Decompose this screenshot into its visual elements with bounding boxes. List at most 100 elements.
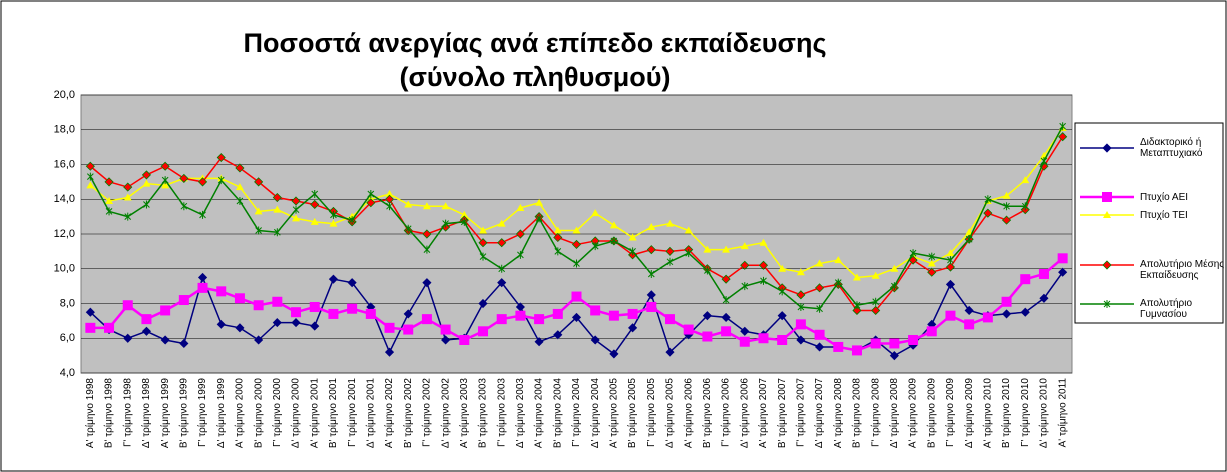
marker	[347, 278, 357, 288]
x-tick-label: Α' τρίμηνο 2011	[1056, 378, 1068, 448]
marker	[216, 286, 227, 297]
marker	[647, 269, 655, 278]
marker	[722, 296, 730, 305]
marker	[330, 210, 337, 219]
marker	[442, 219, 449, 228]
marker	[347, 303, 358, 314]
marker	[311, 190, 319, 199]
x-tick-label: Β' τρίμηνο 2008	[851, 378, 863, 449]
marker	[721, 312, 731, 322]
marker	[552, 308, 563, 319]
marker	[891, 282, 898, 291]
marker	[479, 252, 487, 261]
marker	[758, 333, 769, 344]
x-tick-label: Α' τρίμηνο 2004	[533, 378, 545, 449]
marker	[515, 310, 526, 321]
marker	[105, 196, 114, 204]
marker	[684, 226, 693, 234]
marker	[721, 326, 732, 337]
marker	[180, 202, 188, 211]
marker	[367, 190, 375, 199]
marker	[404, 224, 412, 233]
x-tick-label: Γ' τρίμηνο 1999	[196, 378, 208, 447]
marker	[964, 305, 974, 316]
marker	[797, 302, 805, 311]
marker	[478, 326, 489, 337]
marker	[216, 319, 226, 329]
x-tick-label: Α' τρίμηνο 2006	[682, 378, 694, 449]
marker	[422, 229, 432, 239]
marker	[628, 323, 638, 333]
marker	[1021, 176, 1030, 184]
x-tick-label: Δ' τρίμηνο 2006	[738, 378, 750, 449]
marker	[459, 334, 470, 345]
marker	[982, 312, 993, 323]
marker	[740, 260, 750, 270]
legend-marker	[1102, 260, 1112, 270]
marker	[815, 342, 825, 352]
marker	[403, 324, 414, 335]
marker	[1002, 191, 1011, 199]
x-tick-label: Α' τρίμηνο 2002	[383, 378, 395, 449]
marker	[872, 297, 880, 306]
x-tick-label: Β' τρίμηνο 2004	[551, 378, 563, 449]
marker	[853, 301, 861, 310]
marker	[161, 176, 169, 185]
marker	[665, 246, 675, 256]
marker	[179, 338, 189, 349]
x-tick-label: Β' τρίμηνο 2001	[327, 378, 339, 449]
marker	[609, 349, 619, 359]
marker	[571, 239, 582, 249]
marker	[591, 242, 599, 251]
marker	[758, 260, 769, 270]
marker	[216, 152, 226, 163]
marker	[571, 312, 582, 322]
x-tick-label: Δ' τρίμηνο 2000	[290, 378, 302, 449]
marker	[591, 209, 600, 217]
marker	[235, 323, 245, 333]
marker	[123, 333, 133, 343]
chart-title: Ποσοστά ανεργίας ανά επίπεδο εκπαίδευσης	[243, 28, 827, 58]
marker	[702, 311, 712, 321]
marker	[609, 221, 618, 229]
legend-label: Απολυτήριο Μέσης Εκπαίδευσης	[1140, 259, 1225, 281]
y-tick-label: 4,0	[60, 367, 75, 379]
marker	[1102, 143, 1112, 153]
x-tick-label: Α' τρίμηνο 2009	[907, 378, 919, 449]
x-tick-label: Α' τρίμηνο 2008	[832, 378, 844, 449]
marker	[1040, 157, 1048, 166]
marker	[834, 278, 842, 287]
marker	[365, 308, 376, 319]
marker	[197, 272, 208, 283]
marker	[291, 318, 301, 328]
marker	[423, 245, 431, 254]
marker	[328, 274, 338, 284]
marker	[254, 207, 263, 215]
marker	[535, 198, 544, 206]
marker	[141, 326, 152, 336]
x-tick-label: Γ' τρίμηνο 2000	[271, 378, 283, 447]
chart-subtitle: (σύνολο πληθυσμού)	[399, 62, 671, 92]
marker	[348, 216, 356, 225]
marker	[478, 238, 488, 248]
marker	[927, 259, 936, 267]
marker	[497, 238, 507, 248]
marker	[722, 245, 731, 253]
marker	[441, 335, 451, 345]
marker	[740, 326, 750, 336]
marker	[123, 182, 133, 192]
marker	[572, 226, 581, 234]
marker	[1058, 267, 1068, 277]
marker	[852, 273, 861, 281]
marker	[685, 249, 693, 258]
legend-label: Πτυχίο ΑΕΙ	[1140, 191, 1189, 203]
marker	[179, 173, 189, 183]
x-tick-label: Β' τρίμηνο 2005	[626, 378, 638, 449]
marker	[310, 321, 320, 331]
marker	[1001, 215, 1012, 225]
legend-box	[1074, 122, 1224, 324]
x-tick-label: Α' τρίμηνο 1998	[84, 378, 96, 449]
marker	[160, 161, 170, 171]
x-tick-label: Α' τρίμηνο 2000	[234, 378, 246, 449]
marker	[292, 214, 301, 222]
